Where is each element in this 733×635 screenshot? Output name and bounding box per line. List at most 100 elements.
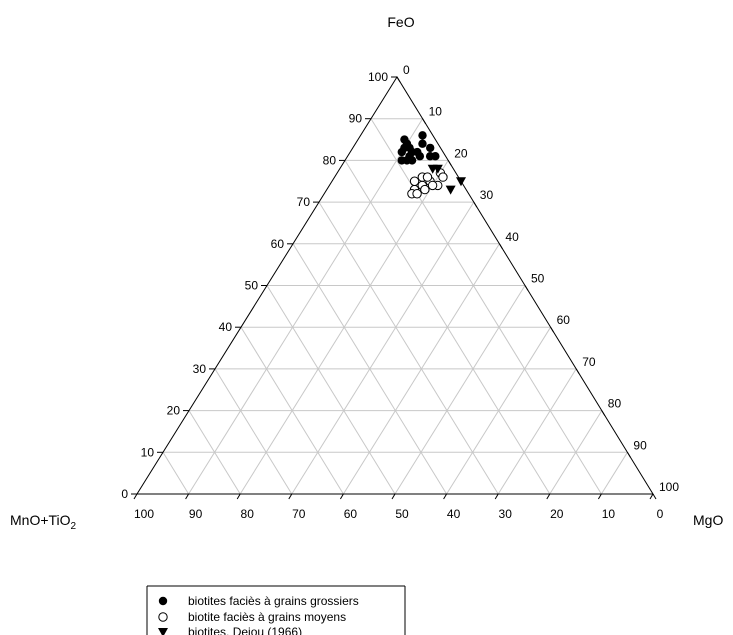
grid-line-mgo <box>497 368 577 495</box>
tick-mgo <box>447 160 452 166</box>
legend-label-dejou: biotites, Dejou (1966) <box>188 625 302 635</box>
point-dejou <box>432 164 443 174</box>
tick-label-feo: 80 <box>323 153 337 167</box>
tick-mno <box>546 493 551 500</box>
tick-marks <box>131 76 657 500</box>
grid-line-mno <box>214 368 293 495</box>
legend-marker-open-circle <box>158 612 168 622</box>
point-dejou <box>456 177 466 187</box>
tick-mno <box>597 493 602 500</box>
point-moyens <box>412 189 422 199</box>
tick-mgo <box>498 243 503 250</box>
point-grossiers <box>425 152 435 161</box>
grid-line-mno <box>370 118 602 495</box>
point-moyens <box>422 172 433 182</box>
tick-label-mno: 0 <box>657 507 664 521</box>
legend-label-moyens: biotite faciès à grains moyens <box>188 610 346 624</box>
grid-line-mno <box>266 285 396 495</box>
tick-mno <box>185 493 190 500</box>
tick-mno <box>133 493 138 500</box>
legend-marker-filled-circle <box>158 596 168 606</box>
apex-label-left: MnO+TiO2 <box>10 512 77 532</box>
point-dejou <box>445 185 456 195</box>
tick-label-mno: 10 <box>602 507 616 521</box>
tick-label-feo: 90 <box>349 112 363 126</box>
tick-mgo <box>473 201 478 208</box>
grid-line-mgo <box>549 410 603 495</box>
tick-label-feo: 50 <box>245 279 259 293</box>
tick-label-mno: 80 <box>241 507 255 521</box>
legend: biotites faciès à grains grossiers bioti… <box>146 585 406 635</box>
grid-line-mno <box>318 201 499 495</box>
tick-label-feo: 100 <box>368 70 388 84</box>
tick-label-mno: 70 <box>292 507 306 521</box>
grid-line-mno <box>188 410 241 495</box>
point-grossiers <box>415 152 425 161</box>
tick-label-mno: 90 <box>189 507 203 521</box>
tick-label-mgo: 100 <box>659 480 679 494</box>
tick-label-feo: 40 <box>219 320 233 334</box>
tick-mgo <box>550 326 555 333</box>
tick-label-mgo: 60 <box>557 313 571 327</box>
tick-label-mgo: 20 <box>454 146 468 160</box>
tick-mgo <box>524 285 529 291</box>
legend-label-grossiers: biotites faciès à grains grossiers <box>188 594 359 608</box>
tick-mgo <box>652 493 657 500</box>
point-grossiers <box>397 147 406 157</box>
legend-marker-triangle <box>158 628 168 635</box>
apex-label-top: FeO <box>387 14 414 30</box>
point-moyens <box>409 176 420 186</box>
tick-mno <box>494 493 499 500</box>
tick-mno <box>391 493 396 500</box>
point-grossiers <box>397 156 406 165</box>
tick-mno <box>288 493 293 500</box>
tick-label-mgo: 80 <box>608 397 622 411</box>
point-moyens <box>420 184 430 195</box>
tick-label-mno: 30 <box>499 507 513 521</box>
tick-label-feo: 60 <box>271 237 285 251</box>
tick-label-mgo: 0 <box>403 63 410 77</box>
grid-line-mgo <box>188 118 424 495</box>
tick-mgo <box>601 410 606 416</box>
grid-lines <box>162 118 628 495</box>
point-moyens <box>438 172 448 182</box>
tick-label-feo: 20 <box>167 404 181 418</box>
grid-line-mno <box>162 452 190 495</box>
tick-label-mno: 60 <box>344 507 358 521</box>
tick-label-mgo: 30 <box>480 188 494 202</box>
apex-label-right: MgO <box>693 512 723 528</box>
apex-label-left-main: MnO+TiO <box>10 512 71 528</box>
point-grossiers <box>418 131 427 140</box>
tick-labels: 0 0 0 10 10 10 20 20 20 30 30 30 40 40 40 50 50 50 60 60 60 7… <box>121 63 679 521</box>
tick-label-feo: 0 <box>121 487 128 501</box>
tick-label-feo: 70 <box>297 195 311 209</box>
tick-label-mgo: 70 <box>582 355 596 369</box>
point-grossiers <box>426 143 435 153</box>
point-grossiers <box>400 135 409 144</box>
tick-label-mno: 40 <box>447 507 461 521</box>
apex-label-left-sub: 2 <box>71 521 77 532</box>
grid-line-mgo <box>600 452 628 495</box>
tick-mno <box>649 493 654 500</box>
tick-mgo <box>575 368 580 375</box>
tick-label-mgo: 40 <box>505 230 519 244</box>
tick-label-mno: 50 <box>395 507 409 521</box>
tick-label-feo: 30 <box>193 362 207 376</box>
tick-label-mno: 100 <box>134 507 154 521</box>
tick-label-mno: 20 <box>550 507 564 521</box>
tick-label-mgo: 50 <box>531 272 545 286</box>
grid-line-mgo <box>394 285 526 495</box>
grid-line-mgo <box>291 201 475 495</box>
tick-mno <box>339 493 344 500</box>
tick-mgo <box>396 76 401 83</box>
grid-line-mgo <box>446 326 552 495</box>
tick-label-mgo: 90 <box>633 438 647 452</box>
point-grossiers <box>407 147 417 157</box>
point-moyens <box>427 180 438 191</box>
tick-mgo <box>422 118 427 124</box>
point-grossiers <box>418 139 427 148</box>
tick-mno <box>443 493 448 500</box>
grid-line-mno <box>240 326 344 495</box>
tick-mgo <box>626 452 631 458</box>
